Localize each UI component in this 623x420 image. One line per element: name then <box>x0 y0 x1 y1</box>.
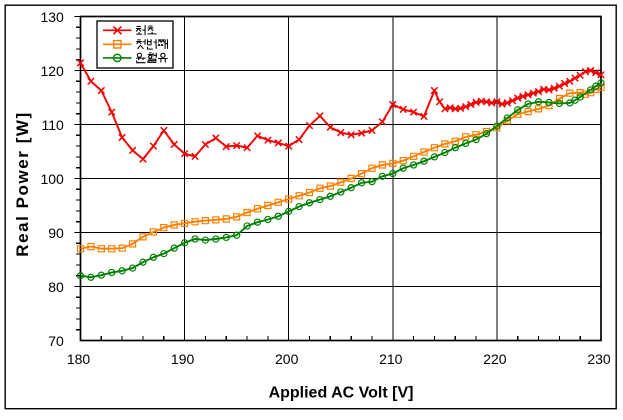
svg-text:190: 190 <box>171 351 195 367</box>
svg-text:80: 80 <box>48 279 64 295</box>
svg-text:130: 130 <box>40 9 64 25</box>
svg-text:200: 200 <box>275 351 299 367</box>
svg-text:70: 70 <box>48 333 64 349</box>
svg-text:Applied AC Volt [V]: Applied AC Volt [V] <box>269 385 414 402</box>
svg-text:120: 120 <box>40 63 64 79</box>
svg-text:230: 230 <box>587 351 611 367</box>
svg-text:100: 100 <box>40 171 64 187</box>
svg-text:220: 220 <box>483 351 507 367</box>
svg-text:210: 210 <box>379 351 403 367</box>
svg-text:Real Power [W]: Real Power [W] <box>13 111 32 256</box>
svg-text:90: 90 <box>48 225 64 241</box>
svg-text:110: 110 <box>41 117 64 133</box>
svg-text:180: 180 <box>67 351 91 367</box>
